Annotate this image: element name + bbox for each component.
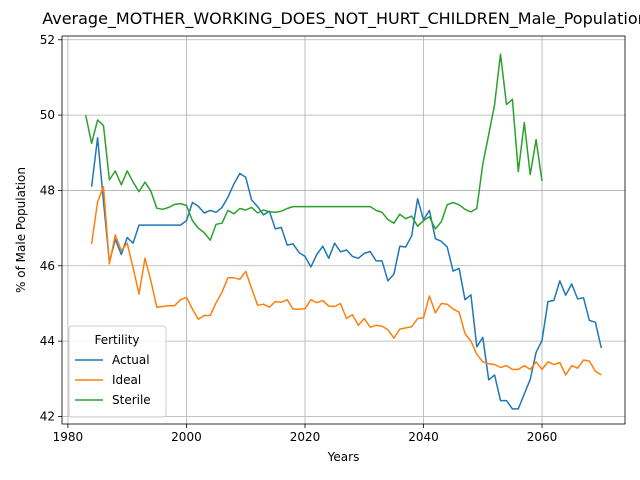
y-tick-label: 52 [40,33,55,47]
legend-label-sterile: Sterile [112,393,151,407]
legend-box [68,325,167,418]
series-line-sterile [84,53,543,241]
series-layer [84,53,603,410]
series-line-ideal [90,185,602,376]
grid [62,36,625,424]
x-tick-label: 2060 [527,430,558,444]
y-tick-label: 42 [40,409,55,423]
plot-frame [61,35,626,425]
x-tick-label: 1980 [53,430,84,444]
x-tick-label: 2000 [171,430,202,444]
y-tick-label: 50 [40,108,55,122]
legend-label-ideal: Ideal [112,373,141,387]
y-tick-label: 48 [40,183,55,197]
legend-label-actual: Actual [112,353,150,367]
x-axis-label: Years [327,450,360,464]
x-tick-label: 2020 [290,430,321,444]
chart-title: Average_MOTHER_WORKING_DOES_NOT_HURT_CHI… [42,9,640,29]
series-line-actual [90,136,603,410]
legend: Fertility Actual Ideal Sterile [68,325,167,418]
x-tick-label: 2040 [408,430,439,444]
y-tick-label: 46 [40,259,55,273]
y-axis-ticks: 42 44 46 48 50 52 [40,33,62,423]
x-axis-ticks: 1980 2000 2020 2040 2060 [53,424,558,444]
legend-title: Fertility [94,333,139,347]
y-tick-label: 44 [40,334,55,348]
legend-items: Actual Ideal Sterile [75,353,151,407]
y-axis-label: % of Male Population [14,167,28,293]
